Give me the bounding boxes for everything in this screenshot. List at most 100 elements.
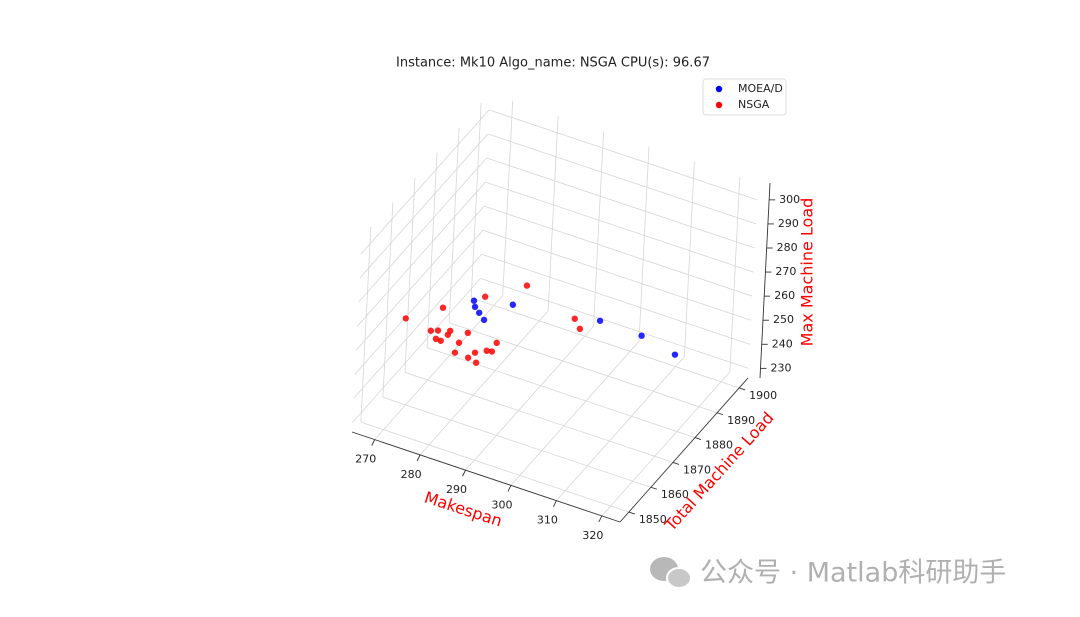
y-tick [716,412,724,416]
grid-line [482,229,752,321]
point [493,339,500,347]
legend-marker [715,85,723,93]
point [576,325,584,333]
y-tick [628,511,635,515]
grid-line [419,310,549,456]
grid-line [470,102,482,298]
x-tick-label: 320 [582,529,603,542]
y-tick-label: 1890 [727,414,755,427]
point [471,349,479,356]
y-tick-label: 1880 [705,439,733,452]
grid-line [426,347,696,438]
grid-line [426,152,438,348]
x-tick [462,469,466,477]
y-tick [650,486,658,490]
grid-line [485,181,754,273]
grid-line [382,202,394,398]
grid-line [354,229,484,375]
x-tick-label: 310 [537,514,558,527]
grid-line [360,227,372,423]
point [402,315,409,322]
grid-line [359,133,489,279]
point [671,351,679,358]
point [464,354,472,361]
watermark: 公众号 · Matlab科研助手 [700,558,1006,589]
legend-label: MOEA/D [738,82,783,95]
z-tick-label: 260 [774,289,795,302]
point [509,301,517,308]
grid-line [404,372,674,463]
y-tick-label: 1850 [639,513,667,526]
y-tick [672,461,680,465]
point [475,309,483,316]
y-tick-label: 1900 [749,389,777,402]
point [483,347,490,354]
point [439,304,447,311]
x-tick-label: 300 [491,498,512,511]
y-axis-label: Total Machine Load [660,408,777,535]
y-tick-label: 1870 [683,463,711,476]
z-tick-label: 230 [770,361,791,374]
point [472,359,480,366]
point [638,332,645,339]
grid-line [510,341,640,486]
point [488,348,496,355]
grid-line [484,205,753,297]
y-axis [619,377,749,523]
z-tick-label: 290 [778,217,799,230]
point [523,282,531,289]
point [444,331,452,338]
grid-line [382,396,652,488]
grid-line [556,356,685,501]
legend-box [702,78,787,116]
x-tick [553,500,557,507]
point [480,316,488,324]
grid-line [502,100,514,296]
grid-line [448,127,460,323]
z-tick-label: 270 [775,265,796,278]
x-tick [598,515,603,523]
point [471,303,479,311]
chart-title: Instance: Mk10 Algo_name: NSGA CPU(s): 9… [396,56,710,71]
grid-line [729,176,741,372]
point [437,337,444,344]
grid-line [465,325,594,471]
z-tick-label: 240 [772,337,793,350]
grid-line [481,253,750,345]
y-tick [739,387,746,391]
grid-line [638,146,650,342]
point [434,327,442,334]
point [596,317,604,324]
grid-line [684,161,695,357]
grid-line [489,109,758,201]
point [571,315,578,322]
grid-line [353,254,483,399]
z-tick-label: 280 [777,241,798,254]
x-tick-label: 270 [355,453,376,466]
x-tick [507,485,512,492]
y-tick [694,437,702,441]
point [470,297,478,304]
point [464,329,472,337]
x-tick-label: 280 [401,468,422,481]
grid-line [360,421,629,513]
z-tick-label: 300 [779,193,800,206]
grid-line [471,297,740,389]
point [455,339,463,346]
x-tick [371,439,376,446]
grid-line [360,109,490,255]
point [427,327,435,334]
legend-label: NSGA [738,98,770,111]
grid-line [448,322,718,414]
x-tick-label: 290 [446,483,467,496]
legend-marker [715,101,723,109]
grid-line [358,157,487,303]
grid-line [601,371,731,517]
grid-line [480,277,749,369]
x-tick [416,454,421,462]
watermark-icon [650,557,692,589]
point [451,349,459,356]
grid-line [486,157,755,249]
x-axis [351,431,621,523]
